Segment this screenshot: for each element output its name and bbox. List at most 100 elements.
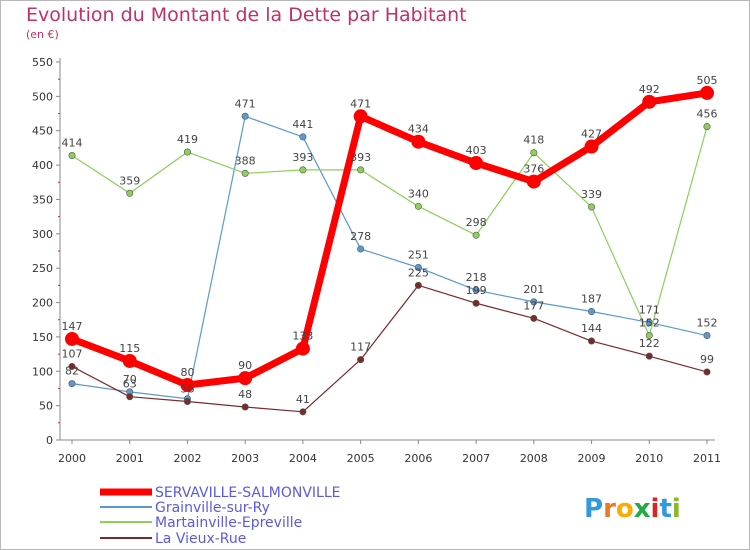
data-label-grainville-sur-ry: 251 — [408, 248, 429, 261]
data-label-servaville-salmonville: 376 — [523, 163, 544, 176]
data-point-servaville-salmonville — [122, 353, 137, 368]
data-point-la-vieux-rue — [126, 393, 134, 401]
logo-letter: t — [659, 494, 671, 524]
data-point-servaville-salmonville — [65, 331, 79, 346]
data-point-servaville-salmonville — [353, 109, 368, 124]
data-label-grainville-sur-ry: 82 — [65, 365, 79, 378]
data-point-grainville-sur-ry — [530, 298, 538, 306]
data-point-martainville-epreville — [703, 123, 711, 131]
data-label-martainville-epreville: 152 — [639, 317, 660, 330]
data-label-la-vieux-rue: 41 — [296, 393, 310, 406]
y-tick-label: 50 — [39, 400, 53, 413]
x-tick-label: 2003 — [231, 452, 259, 465]
x-tick-label: 2006 — [404, 452, 432, 465]
data-label-servaville-salmonville: 471 — [350, 97, 371, 110]
data-label-la-vieux-rue: 122 — [639, 337, 660, 350]
data-label-grainville-sur-ry: 171 — [639, 303, 660, 316]
data-label-grainville-sur-ry: 441 — [292, 118, 313, 131]
data-point-grainville-sur-ry — [241, 112, 249, 120]
y-tick-label: 250 — [32, 262, 53, 275]
data-label-martainville-epreville: 340 — [408, 187, 429, 200]
legend-entry: Martainville-Epreville — [155, 515, 302, 531]
data-label-servaville-salmonville: 403 — [466, 144, 487, 157]
y-tick-label: 550 — [32, 56, 53, 69]
data-point-la-vieux-rue — [530, 314, 538, 322]
logo-letter: i — [672, 494, 681, 524]
data-point-grainville-sur-ry — [357, 245, 365, 253]
data-point-martainville-epreville — [645, 332, 653, 340]
x-tick-label: 2010 — [635, 452, 663, 465]
data-label-la-vieux-rue: 177 — [523, 299, 544, 312]
data-label-martainville-epreville: 388 — [235, 154, 256, 167]
data-point-grainville-sur-ry — [472, 286, 480, 294]
data-point-servaville-salmonville — [642, 94, 657, 109]
data-label-la-vieux-rue: 144 — [581, 322, 602, 335]
data-label-la-vieux-rue: 199 — [466, 284, 487, 297]
series-line-servaville-salmonville — [70, 89, 708, 389]
x-tick-label: 2001 — [116, 452, 144, 465]
data-label-martainville-epreville: 419 — [177, 133, 198, 146]
logo-letter: o — [616, 494, 634, 524]
data-point-martainville-epreville — [68, 151, 76, 159]
series-line-grainville-sur-ry — [71, 115, 708, 400]
x-tick-label: 2008 — [520, 452, 548, 465]
data-point-la-vieux-rue — [241, 403, 249, 411]
logo-letter: P — [584, 494, 603, 524]
data-point-grainville-sur-ry — [703, 332, 711, 340]
data-label-grainville-sur-ry: 278 — [350, 230, 371, 243]
data-point-la-vieux-rue — [357, 356, 365, 364]
data-label-grainville-sur-ry: 152 — [697, 317, 718, 330]
data-point-martainville-epreville — [183, 148, 191, 156]
data-label-servaville-salmonville: 434 — [408, 123, 429, 136]
data-label-martainville-epreville: 339 — [581, 188, 602, 201]
data-point-martainville-epreville — [530, 149, 538, 157]
data-label-grainville-sur-ry: 187 — [581, 292, 602, 305]
data-point-grainville-sur-ry — [68, 380, 76, 388]
unit-label: (en €) — [26, 28, 59, 41]
chart-title: Evolution du Montant de la Dette par Hab… — [26, 4, 467, 26]
logo-letter: i — [651, 494, 660, 524]
data-point-grainville-sur-ry — [299, 133, 307, 141]
data-label-la-vieux-rue: 225 — [408, 266, 429, 279]
data-point-servaville-salmonville — [411, 134, 426, 149]
data-label-martainville-epreville: 393 — [292, 151, 313, 164]
data-point-servaville-salmonville — [469, 156, 484, 171]
data-point-la-vieux-rue — [183, 398, 191, 406]
data-point-martainville-epreville — [241, 169, 249, 177]
proxiti-logo: Proxiti — [584, 494, 681, 524]
series-line-la-vieux-rue — [71, 284, 708, 413]
data-point-la-vieux-rue — [703, 368, 711, 376]
data-label-grainville-sur-ry: 70 — [123, 373, 137, 386]
data-point-grainville-sur-ry — [588, 307, 596, 315]
x-tick-label: 2005 — [347, 452, 375, 465]
data-point-martainville-epreville — [126, 189, 134, 197]
data-label-martainville-epreville: 359 — [119, 174, 140, 187]
data-point-martainville-epreville — [588, 203, 596, 211]
series-line-martainville-epreville — [71, 126, 708, 337]
y-tick-label: 400 — [32, 159, 53, 172]
y-tick-label: 300 — [32, 228, 53, 241]
data-point-martainville-epreville — [357, 166, 365, 174]
legend-entry: La Vieux-Rue — [155, 531, 246, 547]
data-label-la-vieux-rue: 48 — [238, 388, 252, 401]
data-label-la-vieux-rue: 63 — [123, 378, 137, 391]
data-label-servaville-salmonville: 492 — [639, 83, 660, 96]
data-label-servaville-salmonville: 133 — [292, 330, 313, 343]
data-label-servaville-salmonville: 80 — [180, 366, 194, 379]
data-label-grainville-sur-ry: 201 — [523, 283, 544, 296]
data-label-grainville-sur-ry: 471 — [235, 97, 256, 110]
data-label-la-vieux-rue: 99 — [700, 353, 714, 366]
data-point-servaville-salmonville — [700, 85, 714, 100]
data-point-la-vieux-rue — [414, 281, 422, 289]
legend-entry: Grainville-sur-Ry — [155, 500, 270, 516]
data-label-servaville-salmonville: 147 — [62, 320, 83, 333]
logo-letter: x — [634, 494, 651, 524]
data-point-la-vieux-rue — [68, 362, 76, 370]
data-point-la-vieux-rue — [588, 337, 596, 345]
data-point-martainville-epreville — [414, 202, 422, 210]
y-tick-label: 200 — [32, 297, 53, 310]
data-label-la-vieux-rue: 107 — [62, 347, 83, 360]
x-tick-label: 2009 — [578, 452, 606, 465]
x-tick-label: 2004 — [289, 452, 317, 465]
